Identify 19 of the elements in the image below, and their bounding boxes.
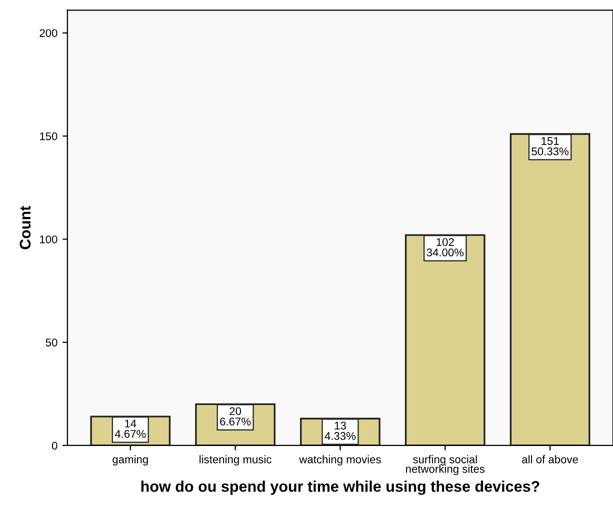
bar: [404, 234, 486, 446]
data-label: 102 34.00%: [426, 238, 464, 256]
x-tick-label: all of above: [522, 455, 578, 464]
x-tick-label: surfing social networking sites: [406, 455, 485, 476]
x-tick-label: listening music: [200, 455, 272, 466]
y-tick-label: 50: [46, 338, 58, 346]
y-tick-label: 100: [40, 235, 58, 244]
y-tick-label: 0: [52, 442, 58, 450]
data-label: 20 6.67%: [220, 407, 251, 426]
data-label: 14 4.67%: [114, 420, 146, 438]
x-tick-label: gaming: [112, 455, 148, 466]
bar: [510, 133, 590, 446]
x-tick-label: watching movies: [299, 455, 381, 466]
x-axis-title: how do ou spend your time while using these devices?: [141, 480, 540, 495]
data-label: 151 50.33%: [532, 137, 568, 156]
y-tick-label: 200: [40, 29, 58, 38]
data-label: 13 4.33%: [324, 422, 356, 440]
y-axis-title: Count: [20, 206, 31, 250]
y-tick-label: 150: [40, 132, 58, 140]
